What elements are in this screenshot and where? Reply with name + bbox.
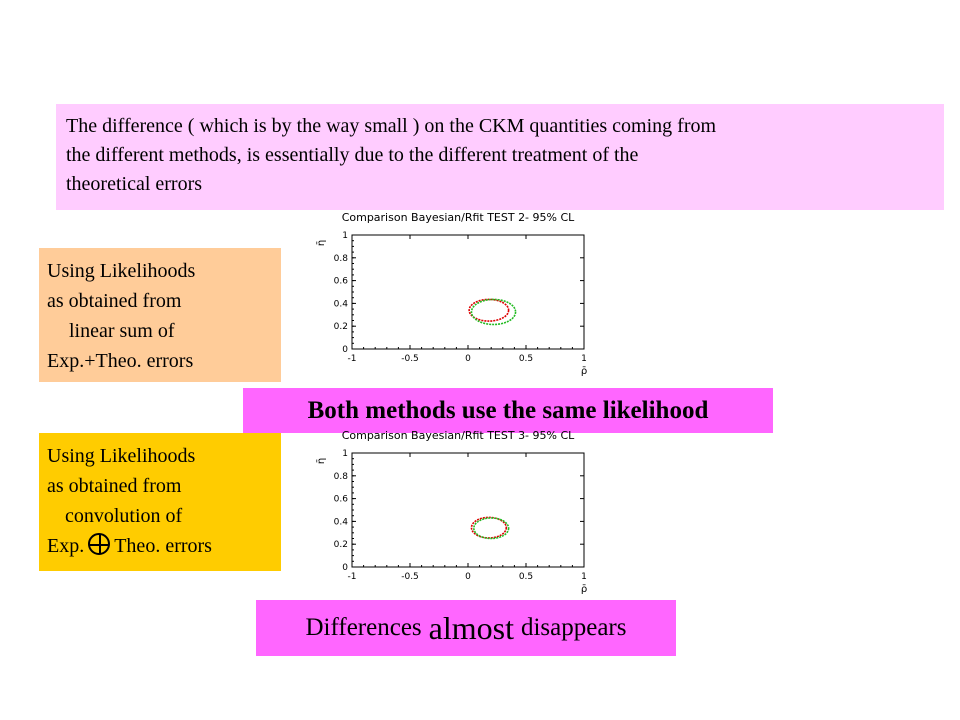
linear-sum-note: Using Likelihoods as obtained from linea…: [39, 248, 281, 382]
y-axis-label: η̄: [316, 458, 327, 464]
x-axis-label: ρ̄: [581, 584, 587, 595]
oplus-icon: [88, 533, 111, 555]
x-tick-label: 0.5: [519, 572, 533, 582]
y-tick-label: 0.6: [334, 495, 349, 505]
intro-line: The difference ( which is by the way sma…: [66, 115, 717, 137]
y-tick-label: 0.6: [334, 277, 349, 287]
y-tick-label: 0.8: [334, 254, 349, 264]
contour-0: [468, 298, 510, 322]
note-line: Using Likelihoods: [47, 260, 196, 282]
x-tick-label: 0: [465, 572, 471, 582]
chart-title: Comparison Bayesian/Rfit TEST 3- 95% CL: [342, 429, 575, 442]
note-text: Theo. errors: [114, 535, 212, 557]
note-text: Exp.: [47, 535, 85, 557]
intro-line: theoretical errors: [66, 173, 203, 195]
y-tick-label: 1: [342, 231, 348, 241]
x-tick-label: -0.5: [401, 572, 419, 582]
note-line: Using Likelihoods: [47, 445, 196, 467]
plot-test2: Comparison Bayesian/Rfit TEST 2- 95% CL -…: [316, 211, 587, 377]
x-tick-label: 1: [581, 354, 587, 364]
note-line: Exp.+Theo. errors: [47, 350, 194, 372]
y-tick-label: 0.8: [334, 472, 349, 482]
y-tick-label: 0: [342, 563, 348, 573]
same-likelihood-banner: Both methods use the same likelihood: [243, 388, 773, 433]
convolution-note: Using Likelihoods as obtained from convo…: [39, 433, 281, 571]
y-axis-label: η̄: [316, 240, 327, 246]
banner-word-emphasis: almost: [428, 609, 514, 646]
y-tick-label: 0.2: [334, 540, 348, 550]
chart-title: Comparison Bayesian/Rfit TEST 2- 95% CL: [342, 211, 575, 224]
x-tick-label: -1: [348, 572, 357, 582]
intro-text-box: The difference ( which is by the way sma…: [56, 104, 944, 210]
y-tick-label: 0: [342, 345, 348, 355]
contour-1: [470, 298, 517, 326]
banner-word: disappears: [520, 614, 627, 641]
y-tick-label: 0.4: [334, 517, 349, 527]
note-line: as obtained from: [47, 475, 182, 497]
x-axis-label: ρ̄: [581, 366, 587, 377]
x-tick-label: 0: [465, 354, 471, 364]
x-tick-label: 0.5: [519, 354, 533, 364]
note-line: as obtained from: [47, 290, 182, 312]
y-tick-label: 0.4: [334, 299, 349, 309]
intro-line: the different methods, is essentially du…: [66, 144, 639, 166]
y-tick-label: 0.2: [334, 322, 348, 332]
differences-banner: Differences almost disappears: [256, 600, 676, 656]
y-tick-label: 1: [342, 449, 348, 459]
contour-1: [473, 517, 510, 540]
x-tick-label: -0.5: [401, 354, 419, 364]
note-line: linear sum of: [69, 320, 175, 342]
banner-word: Differences: [305, 614, 422, 641]
note-line: convolution of: [65, 505, 183, 527]
plot-frame: [351, 452, 585, 568]
x-tick-label: 1: [581, 572, 587, 582]
plot-test3: Comparison Bayesian/Rfit TEST 3- 95% CL -…: [316, 429, 587, 595]
x-tick-label: -1: [348, 354, 357, 364]
plot-frame: [351, 234, 585, 350]
note-line-oplus: Exp. Theo. errors: [47, 531, 273, 561]
